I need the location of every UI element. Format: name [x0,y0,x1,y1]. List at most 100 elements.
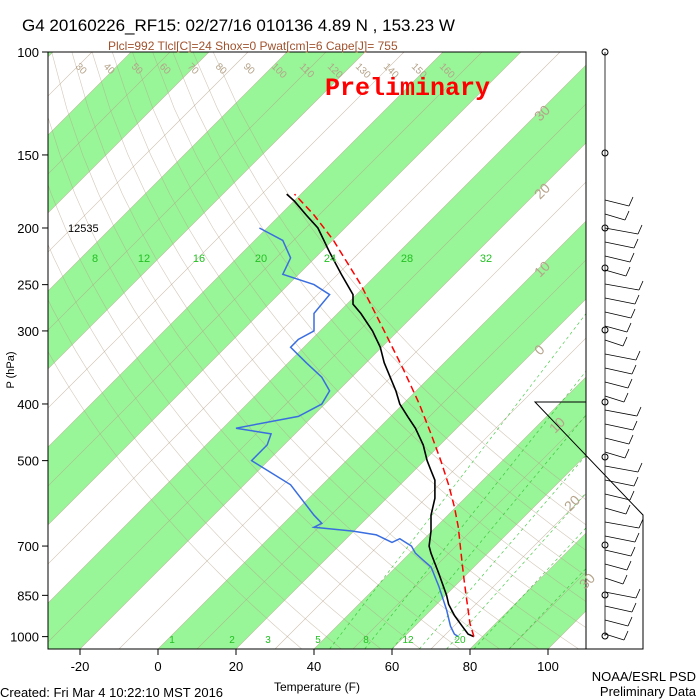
wind-barb [604,353,637,361]
isotherm-line [118,181,586,649]
isotherm-lines [48,52,700,649]
temperature-tick-label: 60 [385,659,399,674]
isotherm-line [48,52,54,58]
wind-barb [604,633,625,641]
wind-barb [604,213,626,221]
wind-barb [604,339,624,347]
wind-barb-feather [626,322,632,333]
y-axis-title: P (hPa) [5,351,17,388]
wind-barb-feather [628,196,634,207]
temperature-tick-label: 40 [307,659,321,674]
pressure-tick-label: 200 [17,221,39,236]
wind-barb-feather [631,602,637,613]
dry-adiabat [152,52,586,577]
wind-barb [604,451,626,459]
temperature-bands [48,52,700,649]
mixing-ratio-label: 8 [363,635,369,646]
wind-barb-feather [628,434,634,445]
mixing-ratio-label: 24 [324,253,336,265]
wind-level-circle [601,632,609,640]
mixing-ratio-label: 12 [402,635,414,646]
wind-barb [604,311,632,319]
pressure-tick-label: 400 [17,397,39,412]
temperature-tick-label: 20 [229,659,243,674]
wind-barb-feather [626,560,632,571]
dry-adiabat [48,243,382,649]
preliminary-data-note: Preliminary Data [600,684,697,699]
temperature-band [48,65,586,649]
dry-adiabat [51,52,500,649]
wind-barb [604,395,625,403]
wind-barb-feather [637,224,643,235]
x-axis-title: Temperature (F) [274,680,360,694]
wind-barb-feather [633,238,639,249]
mixing-ratio-label: 20 [255,253,267,265]
dry-adiabat [212,52,586,501]
org-credit: NOAA/ESRL PSD [592,669,696,684]
wind-level-circle [601,264,609,272]
isotherm-line [48,52,210,214]
isotherm-line [157,220,586,649]
wind-barb [604,549,632,557]
isotherm-line [274,337,586,649]
wind-barb-feather [622,574,628,585]
temperature-tick-label: 0 [154,659,161,674]
pressure-tick-label: 700 [17,539,39,554]
wind-barb [604,367,633,375]
wind-barb-feather [635,350,641,361]
isotherm-line [48,103,586,643]
wind-barb-feather [630,546,636,557]
dry-adiabat [48,116,461,649]
mixing-ratio-line [391,414,586,649]
dry-adiabat [48,183,421,649]
wind-level-circle [601,224,609,232]
isotherm-line [48,52,405,409]
mixing-ratio-label: 1 [169,635,175,646]
wind-barb-feather [634,294,640,305]
wind-barb [604,241,635,249]
wind-barb-feather [636,406,642,417]
isotherm-label: 80 [213,61,229,77]
dry-adiabat [48,351,302,649]
mixing-ratio-label: 2 [229,635,235,646]
wind-barb [604,199,630,207]
isotherm-label: 90 [241,61,257,77]
wind-barbs-column [533,48,644,650]
isotherm-line [391,454,586,649]
wind-barb-feather [629,252,635,263]
parcel-summary: Plcl=992 Tlcl[C]=24 Shox=0 Pwat[cm]=6 Ca… [108,39,398,53]
temperature-band [626,52,700,649]
mixing-ratio-label: 20 [454,635,466,646]
wind-barb-feather [637,462,643,473]
created-timestamp: Created: Fri Mar 4 10:22:10 MST 2016 [0,685,223,700]
isotherm-line [626,52,700,649]
pressure-tick-label: 150 [17,148,39,163]
wind-barb [604,409,638,417]
dry-adiabat [192,52,586,526]
parcel-line [293,193,475,637]
mixing-ratio-lines [329,313,586,649]
wind-barb-feather [630,308,636,319]
wind-barb [604,577,624,585]
mixing-ratio-label: 12 [138,253,150,265]
height-label: 12535 [68,223,99,235]
sounding-series [235,193,475,638]
wind-barb [604,465,639,473]
wind-barb [604,591,637,599]
wind-barb [604,493,631,501]
wind-barb-feather [623,392,629,403]
wind-barb-feather [638,518,644,529]
mixing-ratio-label: 28 [401,253,413,265]
pressure-tick-label: 100 [17,45,39,60]
mixing-ratio-line [508,568,586,649]
dry-adiabat [112,52,586,628]
wind-barb [604,563,628,571]
isotherm-line [430,493,586,649]
isotherm-line [235,298,586,649]
wind-barb [604,297,636,305]
pressure-tick-label: 500 [17,454,39,469]
mixing-ratio-label: 32 [480,253,492,265]
wind-barb-feather [625,504,631,515]
wind-level-circle [601,326,609,334]
